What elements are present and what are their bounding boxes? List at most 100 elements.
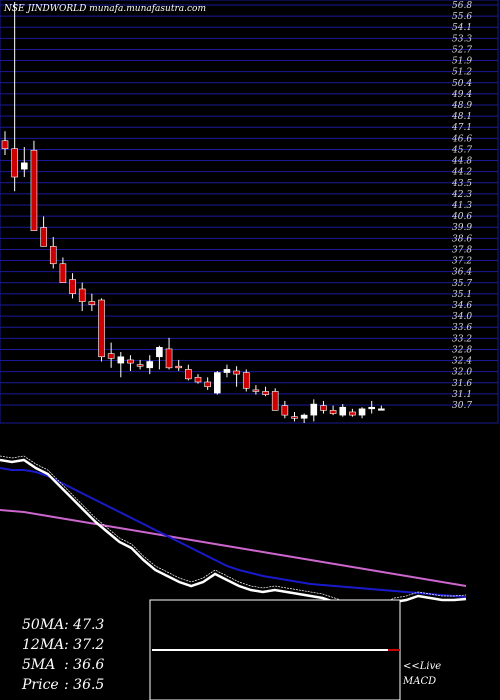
- candle-body: [69, 279, 76, 295]
- candle-body: [127, 359, 134, 364]
- price-axis-label: 35.1: [452, 290, 472, 300]
- candle-body: [233, 370, 240, 375]
- price-axis-label: 47.1: [451, 123, 472, 133]
- price-axis-label: 38.6: [452, 234, 472, 244]
- ma-legend-name: 50MA: [22, 617, 64, 633]
- candle-body: [378, 408, 385, 411]
- candle-body: [252, 389, 260, 392]
- price-axis-label: 45.7: [451, 145, 472, 155]
- price-axis-label: 32.8: [452, 345, 472, 355]
- price-axis-label: 32.4: [452, 357, 472, 367]
- price-axis-label: 33.6: [452, 323, 472, 333]
- chart-title: NSE JINDWORLD munafa.munafasutra.com: [3, 4, 206, 14]
- candle-body: [300, 414, 308, 419]
- candle-body: [310, 403, 318, 416]
- price-grid: [0, 4, 498, 406]
- candle-body: [349, 411, 356, 416]
- price-axis-label: 52.7: [452, 45, 472, 55]
- candle-body: [281, 405, 289, 416]
- candle-body: [204, 381, 211, 388]
- candle-body: [146, 361, 154, 369]
- ma-lines: [0, 455, 467, 612]
- ma-legend-value: : 36.5: [64, 677, 104, 693]
- candle-body: [214, 372, 221, 394]
- price-axis-label: 35.7: [452, 279, 472, 289]
- candle-body: [291, 416, 298, 419]
- price-axis: 56.855.654.153.352.7 51.951.250.449.448.9…: [451, 1, 472, 411]
- price-axis-label: 32.0: [452, 368, 472, 378]
- candle-body: [156, 347, 163, 358]
- ma-legend-value: : 37.2: [64, 637, 104, 653]
- price-axis-label: 44.2: [451, 168, 472, 178]
- price-axis-label: 46.6: [451, 134, 472, 144]
- candles: [1, 2, 385, 423]
- price-axis-label: 30.7: [452, 401, 472, 411]
- price-axis-label: 39.9: [452, 223, 472, 233]
- ma5-line: [0, 458, 467, 612]
- price-axis-label: 48.1: [451, 112, 472, 122]
- price-axis-label: 42.3: [451, 190, 472, 200]
- price-axis-label: 40.6: [451, 212, 472, 222]
- candle-body: [30, 149, 38, 231]
- candle-body: [88, 301, 96, 306]
- price-axis-label: 50.4: [452, 79, 472, 89]
- ma-legend-name: 12MA: [22, 637, 64, 653]
- price-axis-label: 31.1: [452, 390, 472, 400]
- price-axis-label: 54.1: [452, 23, 472, 33]
- candle-body: [271, 391, 279, 411]
- ma50-line: [0, 509, 467, 587]
- candle-body: [358, 408, 366, 416]
- candle-body: [320, 405, 327, 411]
- candle-body: [223, 369, 231, 373]
- price-axis-label: 34.0: [452, 312, 472, 322]
- ma-legend-value: : 47.3: [64, 617, 104, 633]
- price-axis-label: 33.2: [452, 334, 472, 344]
- price-axis-label: 44.8: [451, 157, 472, 167]
- candle-body: [175, 365, 182, 369]
- macd-label: MACD: [402, 676, 436, 687]
- price-axis-label: 43.5: [451, 179, 472, 189]
- candle-body: [49, 246, 57, 265]
- price-axis-label: 56.8: [452, 1, 472, 11]
- price-axis-label: 37.8: [452, 245, 472, 255]
- ma5-shadow-line: [0, 455, 467, 607]
- candle-body: [20, 162, 28, 170]
- candle-body: [242, 372, 250, 389]
- candle-body: [368, 406, 376, 410]
- ma-legend-name: Price: [21, 677, 59, 693]
- ma-legend-value: : 36.6: [64, 657, 104, 673]
- price-axis-label: 34.6: [452, 301, 472, 311]
- ma12-line: [0, 467, 467, 598]
- candle-body: [165, 348, 173, 369]
- price-axis-label: 53.3: [452, 34, 472, 44]
- candle-body: [107, 353, 115, 359]
- candle-body: [117, 356, 125, 364]
- candle-body: [78, 288, 86, 302]
- candle-body: [136, 364, 144, 367]
- price-axis-label: 41.3: [451, 201, 472, 211]
- live-label: <<Live: [403, 661, 441, 672]
- candle-body: [185, 369, 192, 380]
- candle-body: [329, 410, 337, 414]
- price-axis-label: 31.6: [452, 379, 472, 389]
- candle-body: [1, 140, 9, 149]
- candle-body: [194, 376, 202, 383]
- candle-body: [339, 406, 347, 416]
- ma-legend-name: 5MA: [22, 657, 55, 673]
- price-axis-label: 51.9: [452, 57, 472, 67]
- candle-body: [11, 148, 18, 178]
- price-axis-label: 49.4: [451, 90, 472, 100]
- candle-body: [59, 263, 67, 283]
- candle-body: [262, 391, 269, 395]
- price-axis-label: 55.6: [452, 12, 472, 22]
- price-axis-label: 48.9: [451, 101, 472, 111]
- price-axis-label: 37.2: [452, 257, 472, 267]
- candle-body: [40, 227, 47, 247]
- price-axis-label: 51.2: [452, 68, 472, 78]
- candle-body: [98, 299, 105, 358]
- price-axis-label: 36.4: [452, 268, 472, 278]
- price-panel-frame: [0, 0, 499, 424]
